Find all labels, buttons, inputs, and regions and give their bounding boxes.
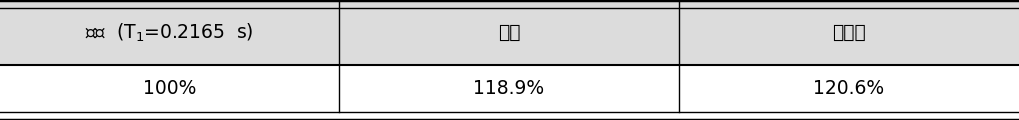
Text: 120.6%: 120.6%	[813, 79, 884, 98]
Bar	[0, 65, 339, 112]
Bar	[0, 0, 339, 65]
Text: 육우: 육우	[497, 23, 521, 42]
Bar	[339, 65, 679, 112]
Text: 100%: 100%	[143, 79, 197, 98]
Bar	[679, 65, 1019, 112]
Text: 118.9%: 118.9%	[474, 79, 544, 98]
Text: 미국산: 미국산	[832, 23, 866, 42]
Text: 한우  (T$_1$=0.2165  s): 한우 (T$_1$=0.2165 s)	[86, 21, 254, 44]
Bar	[339, 0, 679, 65]
Bar	[679, 0, 1019, 65]
